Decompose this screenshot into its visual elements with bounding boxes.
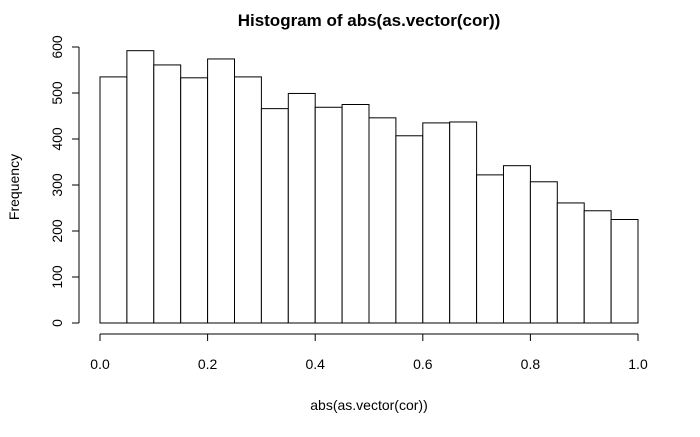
histogram-bar (126, 50, 155, 324)
y-tick-label: 400 (49, 127, 65, 151)
histogram-bar (422, 122, 451, 324)
histogram-bar (368, 117, 397, 324)
y-tick-label: 0 (49, 319, 65, 327)
x-tick-label: 0.0 (90, 356, 110, 372)
x-tick-label: 0.6 (413, 356, 433, 372)
histogram-bar (556, 202, 585, 324)
histogram-bar (99, 76, 128, 324)
histogram-bar (287, 92, 316, 324)
y-tick-label: 500 (49, 81, 65, 105)
y-tick-label: 600 (49, 35, 65, 59)
x-axis-label: abs(as.vector(cor)) (310, 397, 427, 413)
histogram-bar (503, 165, 531, 324)
bars-group (99, 50, 639, 324)
histogram-bar (234, 76, 262, 324)
histogram-bar (449, 121, 478, 324)
y-tick-label: 100 (49, 265, 65, 289)
y-axis: 0 100 200 300 400 500 600 (49, 35, 80, 327)
x-tick-label: 0.2 (198, 356, 218, 372)
histogram-bar (207, 58, 236, 324)
x-tick-label: 0.8 (521, 356, 541, 372)
x-axis: 0.0 0.2 0.4 0.6 0.8 1.0 (90, 333, 648, 372)
chart-title: Histogram of abs(as.vector(cor)) (238, 11, 501, 30)
histogram-bar (180, 77, 209, 324)
histogram-bar (314, 106, 343, 324)
histogram-bar (341, 104, 370, 324)
x-tick-label: 1.0 (628, 356, 648, 372)
histogram-bar (610, 219, 639, 324)
y-tick-label: 300 (49, 173, 65, 197)
histogram-bar (529, 181, 558, 324)
y-tick-label: 200 (49, 219, 65, 243)
histogram-bar (395, 135, 424, 324)
histogram-bar (260, 108, 289, 324)
histogram-bar (583, 210, 612, 324)
x-tick-label: 0.4 (305, 356, 325, 372)
histogram-bar (476, 174, 505, 324)
y-axis-label: Frequency (6, 154, 22, 220)
histogram-bar (153, 64, 182, 324)
